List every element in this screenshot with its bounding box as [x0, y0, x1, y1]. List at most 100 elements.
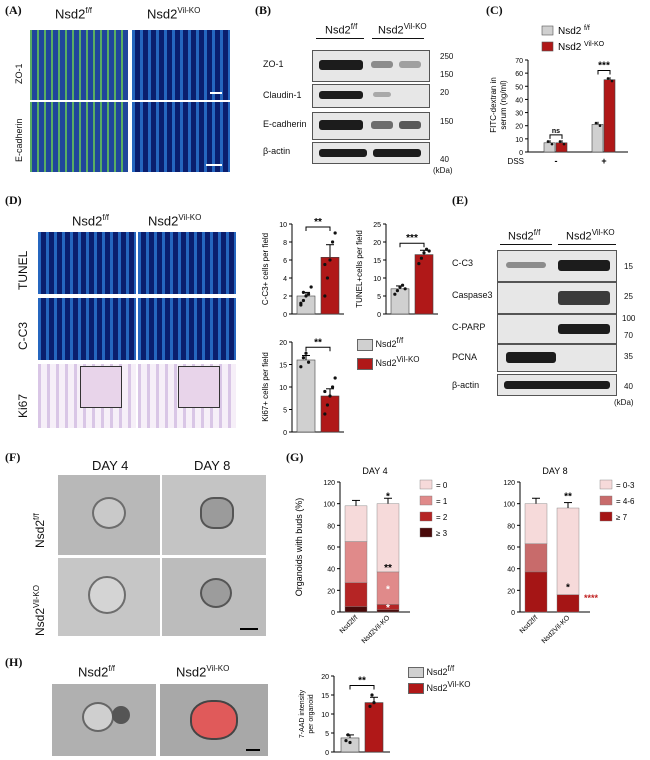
header-underline — [316, 38, 364, 39]
blot-claudin1 — [312, 84, 430, 108]
x-tick-label: Nsd2Vil-KO — [361, 614, 392, 645]
panel-e-col1-header: Nsd2f/f — [508, 228, 541, 243]
x-tick-label: Nsd2f/f — [519, 614, 540, 635]
data-point — [400, 283, 405, 287]
panel-f-image-ko-day8 — [162, 558, 266, 636]
y-tick-label: 15 — [279, 363, 287, 370]
sig-label: *** — [598, 61, 610, 72]
chart-panel-h: 0 5 10 15 20 7-AAD intensity per organoid ** — [299, 674, 390, 757]
data-point — [323, 262, 327, 267]
blot-row-label: β-actin — [452, 380, 480, 390]
data-point — [598, 124, 602, 128]
y-tick-label: 10 — [373, 276, 381, 283]
scale-bar — [246, 749, 260, 751]
panel-b-label: (B) — [255, 3, 271, 17]
blot-row-label: ZO-1 — [263, 59, 284, 69]
header-underline — [500, 244, 552, 245]
x-axis-label: DSS — [508, 157, 524, 166]
y-tick-label: 0 — [377, 312, 381, 319]
y-tick-label: 10 — [515, 137, 523, 144]
y-tick-label: 80 — [507, 523, 515, 530]
kda-label: (kDa) — [614, 398, 634, 407]
mw-marker: 35 — [624, 352, 633, 361]
panel-a-row-label: E-cadherin — [14, 118, 24, 162]
legend-label: = 0-3 — [616, 481, 635, 490]
y-tick-label: 70 — [515, 58, 523, 65]
panel-d-legend-1: Nsd2f/f — [357, 336, 403, 351]
legend-label-sup: f/f — [584, 25, 590, 32]
chart-panel-c: 0 10 20 30 40 50 60 70 FITC-dextran in serum (ng/… — [489, 25, 628, 166]
stacked-bar-segment — [344, 606, 368, 613]
stacked-bar-segment — [524, 571, 548, 613]
mw-marker: 250 — [440, 52, 454, 61]
legend-label: ≥ 7 — [616, 513, 628, 522]
panel-d-row-label: C-C3 — [16, 321, 30, 350]
blot-row-label: C-C3 — [452, 258, 474, 268]
sig-label: ** — [564, 491, 572, 502]
stacked-bar-segment — [556, 594, 580, 613]
panel-d-image-cc3-ff — [38, 298, 136, 360]
legend-swatch — [599, 511, 613, 522]
blot-cc3 — [497, 250, 617, 282]
panel-h-image-ff — [52, 684, 156, 756]
legend-label: = 2 — [436, 513, 448, 522]
sig-label: * — [386, 603, 390, 614]
panel-h-col2-header: Nsd2Vil-KO — [176, 664, 230, 680]
panel-e-col2-header: Nsd2Vil-KO — [566, 228, 615, 243]
y-tick-label: 15 — [373, 258, 381, 265]
y-tick-label: 20 — [279, 340, 287, 347]
bar — [555, 142, 568, 153]
data-point — [393, 292, 397, 296]
y-axis-label: Organoids with buds (%) — [294, 498, 304, 597]
y-tick-label: 5 — [325, 731, 329, 738]
panel-c-label: (C) — [486, 3, 503, 17]
y-tick-label: 15 — [321, 693, 329, 700]
data-point — [301, 356, 306, 360]
panel-g-label: (G) — [286, 450, 304, 464]
mw-marker: 100 — [622, 314, 636, 323]
blot-cparp — [497, 314, 617, 344]
panel-h-legend-1: Nsd2f/f — [408, 664, 454, 679]
panel-d-image-tunel-ko — [138, 232, 236, 294]
data-point — [348, 740, 352, 745]
bar — [414, 254, 434, 315]
bar — [591, 124, 604, 153]
mw-marker: 40 — [624, 382, 633, 391]
panel-e-label: (E) — [452, 193, 468, 207]
panel-d-label: (D) — [5, 193, 22, 207]
data-point — [594, 121, 598, 125]
sig-bracket — [549, 134, 563, 139]
blot-row-label: PCNA — [452, 352, 478, 362]
data-point — [328, 394, 332, 398]
y-tick-label: 40 — [327, 567, 335, 574]
y-tick-label: 30 — [515, 111, 523, 118]
mw-marker: 70 — [624, 331, 633, 340]
blot-pcna — [497, 344, 617, 372]
y-axis-label: FITC-dextran in — [489, 77, 498, 133]
panel-h-image-ko — [160, 684, 268, 756]
kda-label: (kDa) — [433, 166, 453, 175]
blot-row-label: Caspase3 — [452, 290, 493, 300]
x-tick-label: + — [601, 156, 606, 166]
mw-marker: 25 — [624, 292, 633, 301]
data-point — [610, 79, 614, 83]
sig-bracket — [349, 685, 375, 690]
bar — [320, 256, 340, 315]
panel-f-image-ko-day4 — [58, 558, 160, 636]
legend-label: Nsd2 — [558, 26, 582, 37]
data-point — [301, 290, 306, 294]
chart-title: DAY 4 — [362, 466, 387, 476]
bar — [603, 79, 616, 153]
panel-f-image-ff-day4 — [58, 475, 160, 555]
data-point — [299, 365, 303, 369]
mw-marker: 40 — [440, 155, 449, 164]
panel-d-image-tunel-ff — [38, 232, 136, 294]
header-underline — [372, 38, 424, 39]
legend-swatch — [541, 25, 554, 36]
scale-bar — [206, 164, 222, 166]
y-axis-label: TUNEL+cells per field — [355, 230, 364, 308]
x-tick-label: Nsd2Vil-KO — [541, 614, 572, 645]
sig-label: ** — [314, 337, 322, 348]
sig-label: * — [386, 585, 390, 596]
